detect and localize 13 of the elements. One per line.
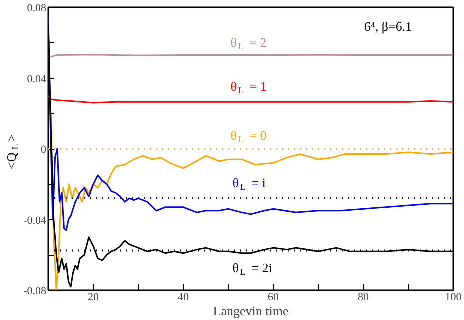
y-tick-label: 0 xyxy=(41,144,47,156)
x-tick-label: 40 xyxy=(178,292,190,304)
x-tick-label: 100 xyxy=(445,292,462,304)
x-axis-title: Langevin time xyxy=(213,304,289,318)
y-tick-label: -0.08 xyxy=(24,286,47,298)
x-tick-label: 60 xyxy=(268,292,280,304)
y-axis-title: <QL> xyxy=(4,134,20,170)
y-tick-label: 0.04 xyxy=(27,73,47,86)
y-tick-label: 0.08 xyxy=(27,2,47,14)
annotation: 6⁴, β=6.1 xyxy=(364,18,412,34)
x-tick-label: 20 xyxy=(88,292,100,304)
y-tick-label: -0.04 xyxy=(24,214,47,227)
x-tick-label: 80 xyxy=(358,292,370,304)
